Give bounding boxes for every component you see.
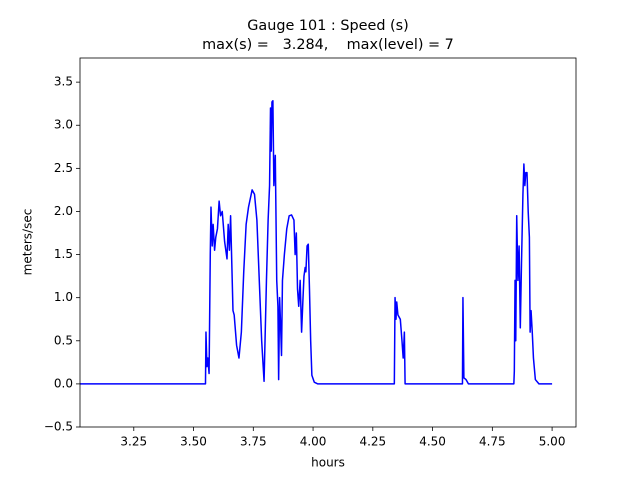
x-tick-label: 4.50 — [419, 435, 446, 449]
chart-title: Gauge 101 : Speed (s) — [247, 18, 409, 34]
x-axis-label: hours — [311, 456, 345, 470]
chart-subtitle: max(s) = 3.284, max(level) = 7 — [202, 37, 454, 53]
x-tick-label: 3.25 — [120, 435, 147, 449]
y-tick-label: 2.0 — [54, 204, 73, 218]
speed-line — [80, 100, 553, 385]
x-tick-label: 4.75 — [479, 435, 506, 449]
plot-frame — [79, 57, 577, 428]
y-tick-label: −0.5 — [44, 420, 73, 434]
y-tick-label: 1.0 — [54, 290, 73, 304]
y-tick-label: 0.0 — [54, 376, 73, 390]
y-tick-label: 2.5 — [54, 161, 73, 175]
y-tick-label: 3.0 — [54, 118, 73, 132]
x-tick-label: 4.00 — [300, 435, 327, 449]
y-tick-label: 3.5 — [54, 75, 73, 89]
y-tick-label: 1.5 — [54, 247, 73, 261]
x-tick-label: 3.75 — [240, 435, 267, 449]
x-tick-label: 3.50 — [180, 435, 207, 449]
x-tick-label: 4.25 — [359, 435, 386, 449]
y-axis-label: meters/sec — [21, 209, 35, 276]
y-tick-label: 0.5 — [54, 333, 73, 347]
x-tick-label: 5.00 — [539, 435, 566, 449]
